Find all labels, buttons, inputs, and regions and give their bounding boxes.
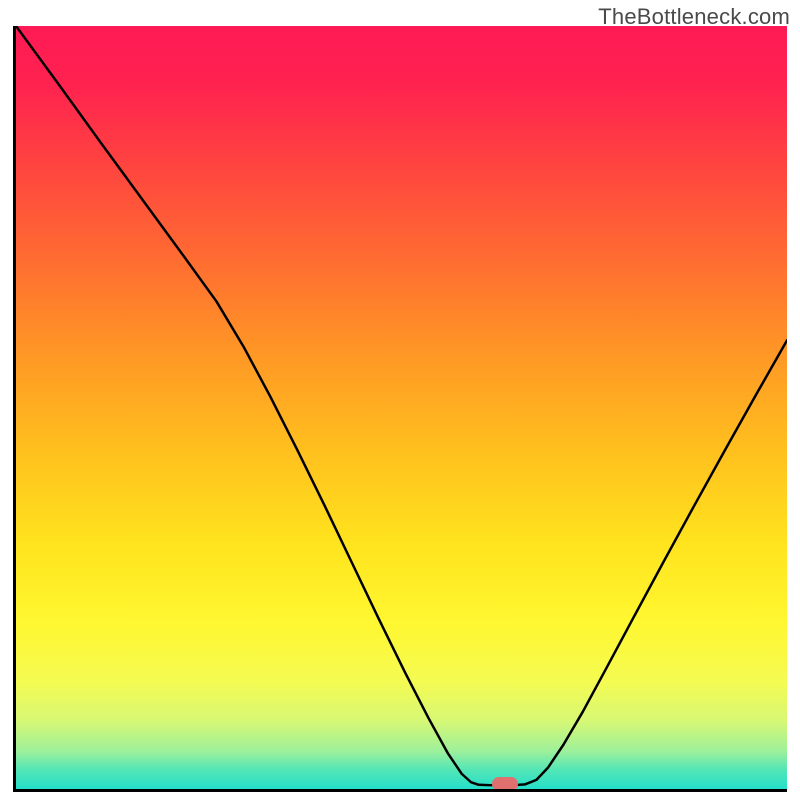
chart-frame: TheBottleneck.com — [0, 0, 800, 800]
plot-area — [13, 26, 787, 792]
optimal-point-marker — [492, 777, 518, 791]
bottleneck-curve — [16, 26, 787, 789]
